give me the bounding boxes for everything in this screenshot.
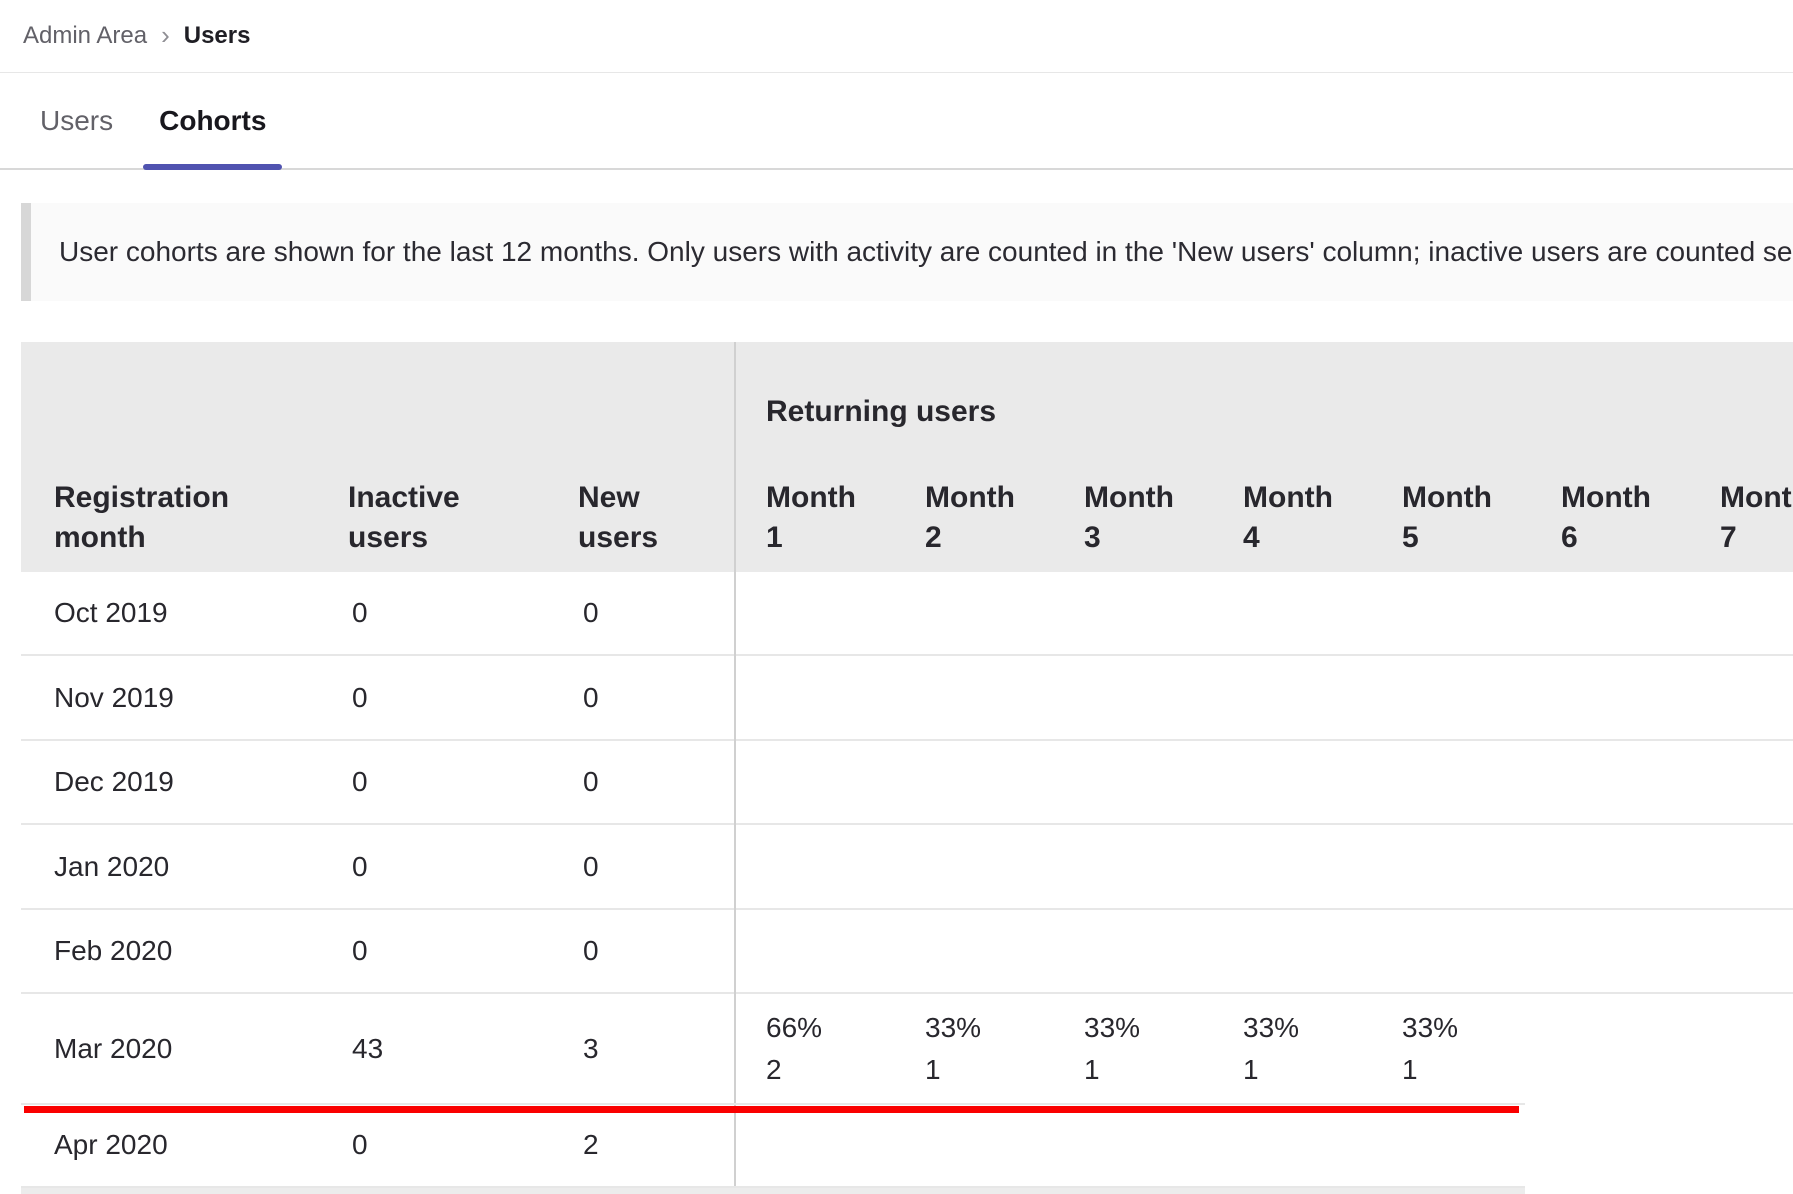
tab-cohorts[interactable]: Cohorts: [143, 73, 283, 170]
column-header-registration-month: Registration month: [54, 481, 230, 554]
column-header-month-6: Month 6: [1561, 481, 1651, 554]
table-row-feb-2020: Feb 2020 0 0: [21, 910, 1793, 994]
registration-month-cell: Oct 2019: [54, 597, 168, 628]
inactive-users-cell: 43: [352, 1032, 384, 1064]
inactive-users-cell: 0: [352, 935, 368, 966]
table-bottom-strip: [21, 1188, 1525, 1194]
breadcrumb-users: Users: [183, 22, 251, 49]
column-header-month-7: Month 7: [1720, 481, 1793, 554]
new-users-cell: 0: [583, 935, 599, 966]
new-users-cell: 2: [583, 1128, 599, 1160]
column-header-new-users: New users: [578, 481, 659, 554]
table-row-dec-2019: Dec 2019 0 0: [21, 741, 1793, 825]
registration-month-cell: Dec 2019: [54, 766, 174, 797]
table-row-jan-2020: Jan 2020 0 0: [21, 825, 1793, 910]
registration-month-cell: Nov 2019: [54, 681, 174, 713]
table-row-mar-2020: Mar 2020 43 3 66% 2 33% 1 33% 1 33% 1 33% 1: [21, 994, 1793, 1103]
new-users-cell: 0: [583, 850, 599, 882]
returning-month-2-cell: 33% 1: [925, 1011, 982, 1085]
table-body: Oct 2019 0 0 Nov 2019 0 0 Dec 2019 0 0 Jan 2020 0 0…: [21, 572, 1793, 1186]
column-header-month-1: Month 1: [766, 481, 856, 554]
mar-row-divider: [21, 1103, 1525, 1105]
inactive-users-cell: 0: [352, 597, 368, 628]
apr-row-divider: [21, 1186, 1525, 1188]
column-group-divider: [734, 342, 736, 1194]
breadcrumb-separator-icon: ›: [161, 19, 170, 50]
new-users-cell: 0: [583, 597, 599, 628]
column-header-month-5: Month 5: [1402, 481, 1492, 554]
new-users-cell: 0: [583, 681, 599, 713]
returning-month-5-cell: 33% 1: [1402, 1011, 1459, 1085]
registration-month-cell: Jan 2020: [54, 850, 170, 882]
new-users-cell: 3: [583, 1032, 599, 1064]
table-header: Returning users Registration month Inacti…: [21, 342, 1793, 572]
info-banner-text: User cohorts are shown for the last 12 m…: [59, 236, 1793, 267]
inactive-users-cell: 0: [352, 766, 368, 797]
info-banner: User cohorts are shown for the last 12 m…: [21, 203, 1793, 301]
inactive-users-cell: 0: [352, 1128, 368, 1160]
red-annotation-line: [24, 1106, 1519, 1113]
tab-users[interactable]: Users: [40, 104, 114, 136]
column-header-inactive-users: Inactive users: [348, 481, 460, 554]
breadcrumb: Admin Area › Users: [0, 0, 1793, 73]
returning-month-4-cell: 33% 1: [1243, 1011, 1300, 1085]
inactive-users-cell: 0: [352, 850, 368, 882]
column-header-month-3: Month 3: [1084, 481, 1174, 554]
column-header-month-4: Month 4: [1243, 481, 1333, 554]
table-row-apr-2020: Apr 2020 0 2: [21, 1103, 1793, 1186]
returning-month-1-cell: 66% 2: [766, 1011, 823, 1085]
column-header-month-2: Month 2: [925, 481, 1015, 554]
table-row-oct-2019: Oct 2019 0 0: [21, 572, 1793, 656]
registration-month-cell: Feb 2020: [54, 935, 173, 966]
returning-month-3-cell: 33% 1: [1084, 1011, 1141, 1085]
table-row-nov-2019: Nov 2019 0 0: [21, 656, 1793, 741]
tab-bar: Users Cohorts: [0, 73, 1793, 170]
inactive-users-cell: 0: [352, 681, 368, 713]
breadcrumb-admin-area[interactable]: Admin Area: [23, 22, 148, 49]
registration-month-cell: Apr 2020: [54, 1128, 168, 1160]
returning-users-group-header: Returning users: [766, 395, 997, 428]
registration-month-cell: Mar 2020: [54, 1032, 173, 1064]
new-users-cell: 0: [583, 766, 599, 797]
